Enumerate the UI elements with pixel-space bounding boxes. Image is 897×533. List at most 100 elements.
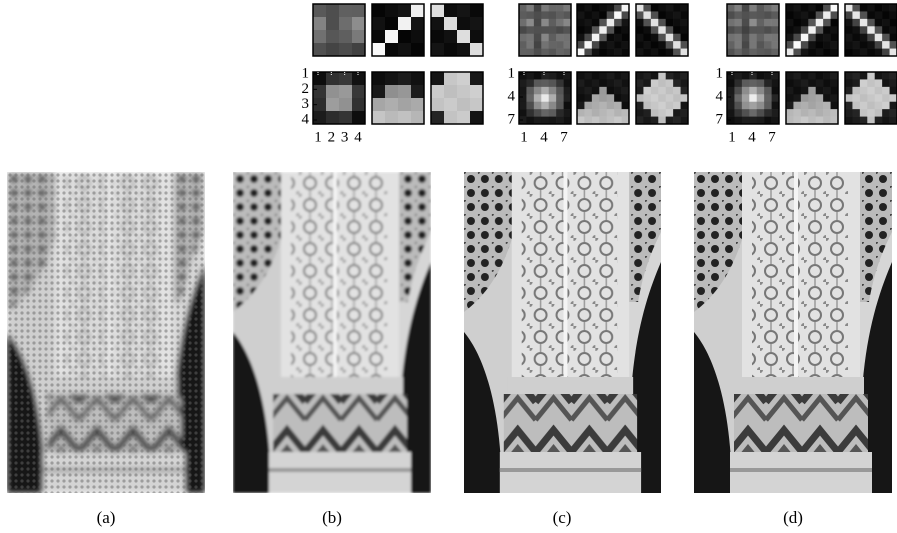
kernel-cell [845,48,853,57]
kernel-cell [533,94,542,103]
kernel-cell [636,109,644,117]
kernel-cell [621,4,630,12]
kernel-cell [606,33,615,42]
kernel-cell [643,18,652,27]
kernel-cell [793,72,802,80]
kernel-cell [808,86,817,95]
kernel-cell [313,111,327,125]
kernel-cell [764,11,772,20]
kernel-cell [533,86,542,95]
kernel-cell [326,30,340,44]
kernel-cell [526,33,535,42]
kernel-cell [734,94,743,103]
kernel-cell [786,11,794,20]
kernel-cell [680,72,689,80]
kernel-cell [563,79,572,88]
photo-b [233,172,431,493]
kernel-cell [352,30,366,44]
kernel-cell [823,79,831,88]
kernel-cell [771,11,780,20]
kernel-cell [882,26,890,35]
kernel-cell [533,109,542,117]
y-tick-label: 4 [302,111,310,127]
kernel-cell [533,72,542,80]
kernel-cell [584,109,593,117]
kernel-cell [398,17,412,31]
kernel-cell [741,41,750,49]
kernel-cell [859,4,868,12]
kernel-cell [749,41,758,49]
kernel-cell [614,116,622,125]
kernel-cell [614,48,622,57]
kernel-cell [867,48,876,57]
kernel-cell [756,101,765,110]
kernel-cell [808,94,817,103]
kernel-cell [658,79,667,88]
kernel-cell [793,26,802,35]
kernel-cell [874,11,883,20]
kernel-cell [859,72,868,80]
kernel-cell [599,116,608,125]
kernel-cell [727,11,735,20]
kernel-cell [793,94,802,103]
kernel-cell [859,109,868,117]
kernel-cell [673,41,681,49]
kernel-cell [526,41,535,49]
kernel-cell [577,86,585,95]
kernel-cell [563,86,572,95]
kernel-cell [556,33,564,42]
kernel-cell [845,41,853,49]
kernel-cell [808,41,817,49]
kernel-cell [636,41,644,49]
kernel-cell [859,41,868,49]
kernel-cell [741,86,750,95]
kernel-cell [859,94,868,103]
kernel-cell [680,86,689,95]
kernel-cell [533,33,542,42]
kernel-cell [852,33,861,42]
kernel-cell [643,26,652,35]
kernel-cell [889,18,897,27]
kernel-cell [673,116,681,125]
kernel-cell [680,101,689,110]
kernel-cell [548,4,557,12]
kernel-cell [658,4,667,12]
kernel-cell [584,48,593,57]
kernel-cell [830,79,839,88]
kernel-cell [734,72,743,80]
kernel-cell [845,86,853,95]
kernel-cell [867,109,876,117]
kernel-cell [823,41,831,49]
kernel-cell [727,94,735,103]
kernel-cell [815,101,824,110]
kernel-cell [599,18,608,27]
kernel-cell [808,79,817,88]
kernel-cell [326,17,340,31]
kernel-cell [326,4,340,18]
kernel-cell [749,18,758,27]
kernel-cell [650,86,659,95]
kernel-cell [764,101,772,110]
kernel-cell [741,94,750,103]
kernel-cell [845,116,853,125]
kernel-frame [518,71,572,125]
kernel-cell [599,109,608,117]
kernel-cell [339,111,353,125]
kernel-cell [526,11,535,20]
kernel-cell [771,109,780,117]
y-tick-label: 1 [508,65,516,81]
kernel-cell [584,26,593,35]
kernel-cell [845,101,853,110]
kernel-cell [577,116,585,125]
kernel-cell [606,48,615,57]
kernel-cell [444,85,458,99]
kernel-cell [636,72,644,80]
kernel-cell [533,101,542,110]
kernel-cell [431,30,445,44]
kernel-cell [823,48,831,57]
y-tick-label: 7 [508,111,516,127]
kernel-cell [800,18,809,27]
kernel-cell [823,86,831,95]
kernel-cell [339,17,353,31]
kernel-cell [680,33,689,42]
